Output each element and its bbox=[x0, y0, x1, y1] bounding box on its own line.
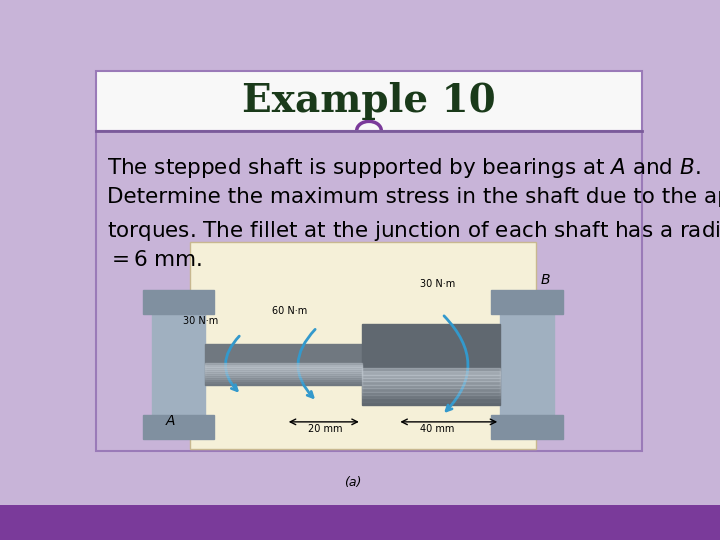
Bar bbox=[361, 399, 500, 405]
Text: The stepped shaft is supported by bearings at $A$ and $B$.: The stepped shaft is supported by bearin… bbox=[107, 156, 701, 180]
Bar bbox=[205, 379, 361, 383]
Bar bbox=[152, 314, 205, 415]
Text: (a): (a) bbox=[344, 476, 361, 489]
Bar bbox=[500, 314, 554, 415]
Bar bbox=[205, 372, 361, 375]
Bar bbox=[205, 345, 361, 384]
Text: A: A bbox=[166, 414, 175, 428]
Bar bbox=[205, 365, 361, 368]
Bar bbox=[361, 372, 500, 378]
Text: Determine the maximum stress in the shaft due to the applied: Determine the maximum stress in the shaf… bbox=[107, 187, 720, 207]
Text: 30 N·m: 30 N·m bbox=[183, 316, 218, 326]
Bar bbox=[205, 367, 361, 370]
Text: $= 6$ mm.: $= 6$ mm. bbox=[107, 250, 202, 270]
Bar bbox=[361, 392, 500, 399]
Bar bbox=[491, 415, 562, 438]
Text: 60 N·m: 60 N·m bbox=[272, 306, 307, 316]
Text: torques. The fillet at the junction of each shaft has a radius of $r$: torques. The fillet at the junction of e… bbox=[107, 219, 720, 242]
FancyBboxPatch shape bbox=[96, 71, 642, 131]
Bar bbox=[361, 378, 500, 384]
Bar bbox=[205, 369, 361, 373]
Text: B: B bbox=[540, 273, 550, 287]
Bar bbox=[205, 381, 361, 384]
Bar bbox=[143, 291, 215, 314]
Bar bbox=[361, 381, 500, 388]
Bar bbox=[205, 363, 361, 367]
Bar bbox=[205, 375, 361, 379]
Bar bbox=[491, 291, 562, 314]
Bar bbox=[143, 415, 215, 438]
FancyBboxPatch shape bbox=[190, 241, 536, 449]
Bar bbox=[361, 324, 500, 405]
Bar bbox=[361, 384, 500, 391]
Bar bbox=[361, 368, 500, 375]
Text: 30 N·m: 30 N·m bbox=[420, 279, 455, 289]
Bar bbox=[361, 388, 500, 395]
Bar bbox=[361, 395, 500, 402]
Text: Example 10: Example 10 bbox=[242, 83, 496, 120]
Text: 40 mm: 40 mm bbox=[420, 424, 454, 434]
Bar bbox=[96, 131, 642, 451]
Bar bbox=[205, 373, 361, 377]
Bar bbox=[361, 375, 500, 381]
Bar bbox=[205, 377, 361, 381]
Text: 20 mm: 20 mm bbox=[308, 424, 343, 434]
